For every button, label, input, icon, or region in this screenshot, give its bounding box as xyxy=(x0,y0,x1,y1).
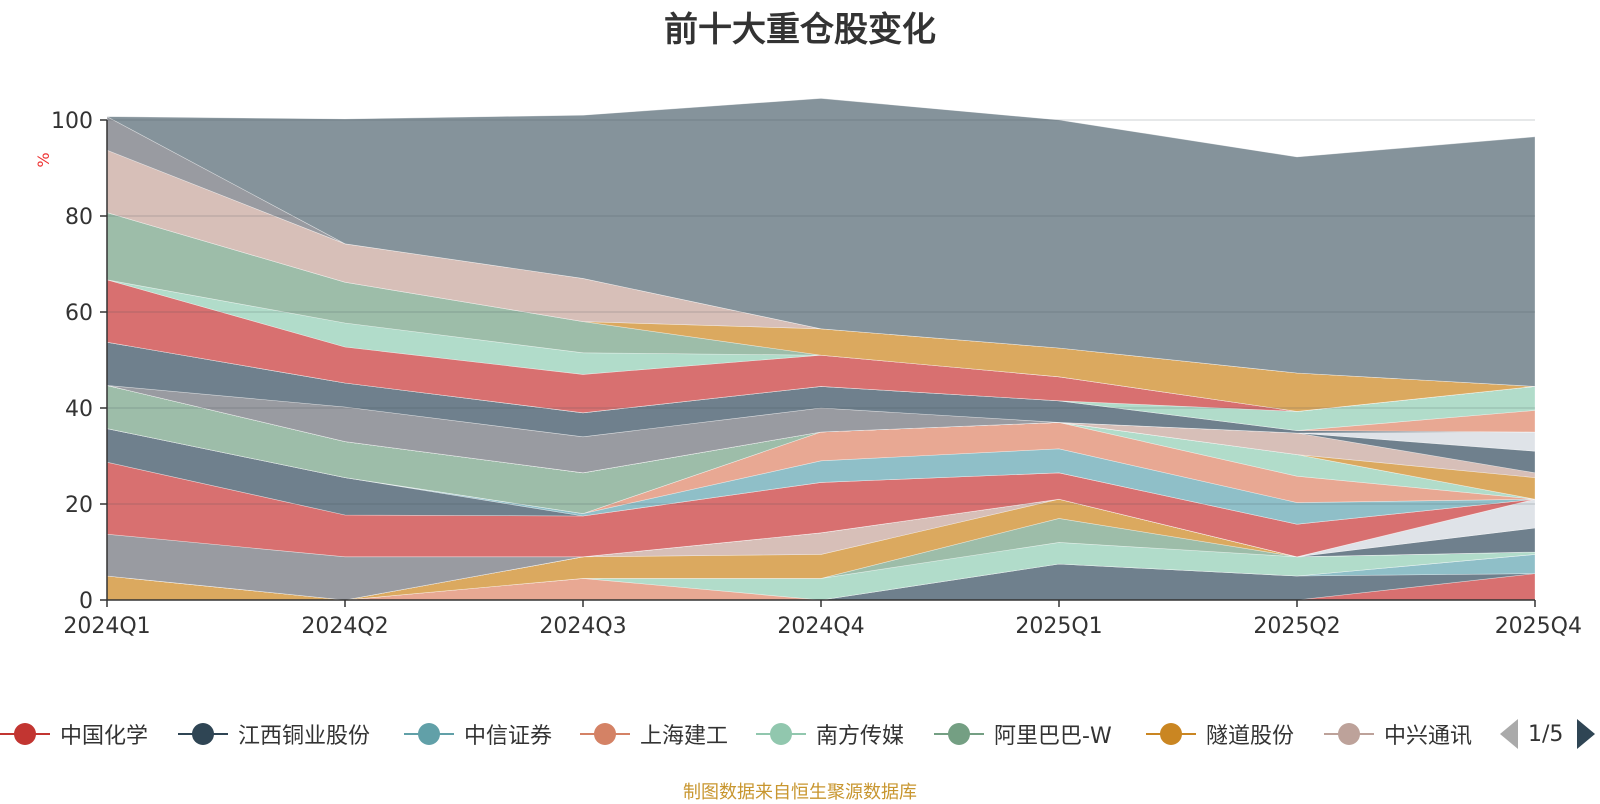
axes: 0 20 40 60 80 100 2024Q1 2024Q2 2024Q3 2024Q4 2025… xyxy=(51,109,1582,639)
legend-label: 隧道股份 xyxy=(1206,724,1295,749)
legend-pager: 1/5 xyxy=(1500,712,1600,756)
legend-item[interactable]: 隧道股份 xyxy=(1146,712,1294,756)
pager-next-icon[interactable] xyxy=(1577,719,1596,749)
legend-label: 中国化学 xyxy=(60,724,149,749)
legend-label: 中信证券 xyxy=(464,724,553,749)
legend-marker-icon xyxy=(756,719,806,749)
x-tick-label: 2024Q1 xyxy=(63,614,150,639)
area-series-31 xyxy=(106,98,1536,387)
legend-marker-icon xyxy=(0,719,50,749)
legend-marker-icon xyxy=(580,719,630,749)
area-layer xyxy=(106,98,1536,601)
legend-item[interactable]: 上海建工 xyxy=(580,712,728,756)
legend-item[interactable]: 阿里巴巴-W xyxy=(934,712,1112,756)
legend-item[interactable]: 中信证券 xyxy=(404,712,552,756)
y-tick-label: 100 xyxy=(51,109,93,134)
legend-label: 阿里巴巴-W xyxy=(994,724,1112,749)
legend-marker-icon xyxy=(1146,719,1196,749)
pager-page-text: 1/5 xyxy=(1528,721,1564,747)
source-note: 制图数据来自恒生聚源数据库 xyxy=(683,782,917,803)
gridlines xyxy=(107,119,1535,505)
legend-marker-icon xyxy=(404,719,454,749)
y-tick-label: 20 xyxy=(65,493,93,518)
x-tick-label: 2025Q2 xyxy=(1253,614,1340,639)
pager-prev-icon[interactable] xyxy=(1500,719,1518,749)
x-tick-label: 2024Q2 xyxy=(301,614,388,639)
legend-item[interactable]: 中国化学 xyxy=(0,712,148,756)
x-tick-label: 2025Q1 xyxy=(1015,614,1102,639)
legend-label: 南方传媒 xyxy=(816,724,905,749)
legend-item[interactable]: 中兴通讯 xyxy=(1324,712,1472,756)
stacked-area-chart: 0 20 40 60 80 100 2024Q1 2024Q2 2024Q3 2024Q4 2025… xyxy=(34,98,1582,639)
x-tick-label: 2025Q4 xyxy=(1495,614,1582,639)
y-axis-label: % xyxy=(34,152,53,167)
legend-marker-icon xyxy=(934,719,984,749)
y-tick-label: 40 xyxy=(65,397,93,422)
y-tick-label: 80 xyxy=(65,205,93,230)
x-tick-label: 2024Q3 xyxy=(539,614,626,639)
legend-label: 上海建工 xyxy=(640,724,729,749)
chart-title: 前十大重仓股变化 xyxy=(664,10,936,50)
legend-marker-icon xyxy=(178,719,228,749)
legend: 中国化学 江西铜业股份 中信证券 上海建工 南方传媒 阿里巴巴-W 隧道股份 中兴通讯 xyxy=(0,712,1600,756)
y-tick-label: 60 xyxy=(65,301,93,326)
legend-label: 中兴通讯 xyxy=(1384,724,1473,749)
y-tick-label: 0 xyxy=(79,589,93,614)
x-tick-label: 2024Q4 xyxy=(777,614,864,639)
legend-marker-icon xyxy=(1324,719,1374,749)
legend-item[interactable]: 南方传媒 xyxy=(756,712,904,756)
legend-item[interactable]: 江西铜业股份 xyxy=(178,712,370,756)
legend-label: 江西铜业股份 xyxy=(238,724,371,749)
